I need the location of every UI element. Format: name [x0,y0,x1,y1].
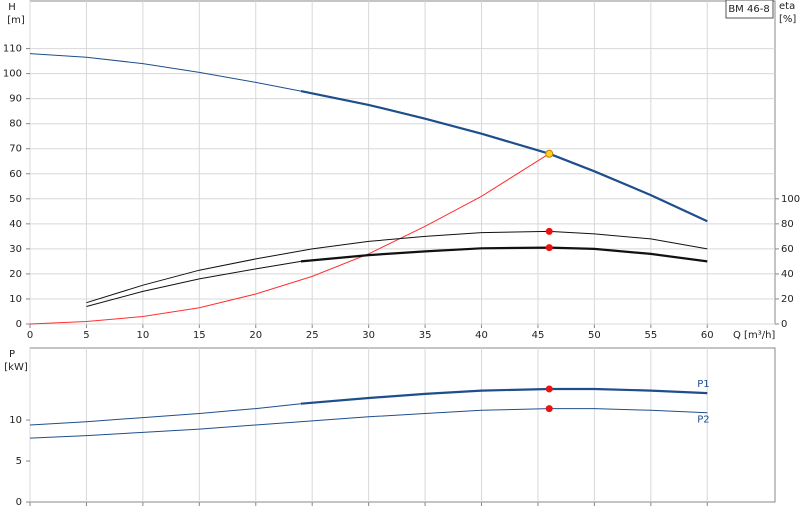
y2-tick-label: 80 [781,219,794,230]
curve [29,408,708,439]
x-tick-label: 15 [193,330,206,341]
y2-axis-unit: [%] [779,14,796,25]
x-tick-label: 20 [249,330,262,341]
y-tick-label: 70 [9,144,22,155]
chart-title: BM 46-8 [728,4,769,15]
y-tick-label: 20 [9,269,22,280]
y-tick-label: 110 [3,44,22,55]
curve [300,246,708,263]
x-tick-label: 35 [419,330,432,341]
plot-area [29,0,776,325]
curve [300,387,708,405]
y-tick-label: 30 [9,244,22,255]
duty-point [545,244,553,252]
y-tick-label: 0 [16,319,22,330]
y-tick-label: 100 [3,69,22,80]
x-tick-label: 45 [532,330,545,341]
y2-tick-label: 60 [781,244,794,255]
x-tick-label: 30 [362,330,375,341]
series-label: P1 [697,379,709,390]
y2-tick-label: 0 [781,319,787,330]
y-axis-unit: [kW] [4,362,28,373]
y-tick-label: 90 [9,94,22,105]
duty-point [545,149,554,158]
y2-axis-label: eta [779,1,795,12]
x-tick-label: 5 [83,330,89,341]
y-tick-label: 40 [9,219,22,230]
y2-tick-label: 100 [781,194,800,205]
duty-point [545,385,553,393]
curve [29,53,301,92]
y-tick-label: 50 [9,194,22,205]
curve [29,153,550,325]
y-tick-label: 10 [9,415,22,426]
x-tick-label: 55 [644,330,657,341]
plot-area [29,347,776,503]
curve [29,403,301,426]
x-axis-label: Q [m³/h] [733,330,775,341]
curve [86,260,301,307]
curve [300,90,708,223]
x-tick-label: 60 [701,330,714,341]
x-tick-label: 25 [306,330,319,341]
y-tick-label: 60 [9,169,22,180]
y-tick-label: 10 [9,294,22,305]
y-axis-label: P [9,349,15,360]
title-box [725,0,774,19]
duty-point [545,405,553,413]
duty-point [545,227,553,235]
x-tick-label: 40 [475,330,488,341]
curve [86,230,708,304]
y-tick-label: 5 [16,456,22,467]
y-axis-unit: [m] [7,15,25,26]
y2-tick-label: 40 [781,269,794,280]
y-tick-label: 80 [9,119,22,130]
series-label: P2 [697,415,709,426]
y-axis-label: H [8,2,16,13]
y2-tick-label: 20 [781,294,794,305]
x-tick-label: 50 [588,330,601,341]
x-tick-label: 10 [137,330,150,341]
x-tick-label: 0 [27,330,33,341]
y-tick-label: 0 [16,497,22,508]
